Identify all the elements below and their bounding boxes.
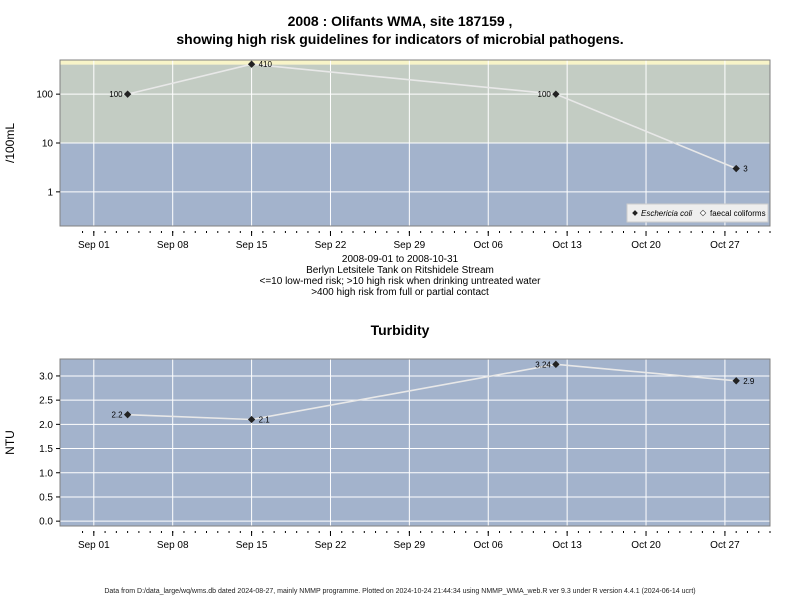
y-tick-label: 2.0: [39, 420, 53, 431]
data-label: 3: [743, 165, 748, 174]
data-label: 2.2: [111, 411, 123, 420]
data-label: 410: [259, 60, 273, 69]
series-line: [127, 363, 737, 421]
data-label: 100: [109, 90, 123, 99]
data-label: 3.24: [535, 360, 551, 369]
x-tick-label: Oct 06: [474, 540, 504, 551]
legend-faecal-label: faecal coliforms: [710, 209, 766, 218]
x-tick-label: Oct 13: [552, 240, 582, 251]
subtitle-site-name: Berlyn Letsitele Tank on Ritshidele Stre…: [306, 265, 494, 276]
subtitle-drinking-guideline: <=10 low-med risk; >10 high risk when dr…: [259, 276, 541, 287]
data-label: 2.1: [259, 416, 271, 425]
y-tick-label: 0.5: [39, 492, 53, 503]
x-tick-label: Sep 22: [315, 240, 347, 251]
x-tick-label: Oct 13: [552, 540, 582, 551]
x-tick-label: Sep 01: [78, 540, 110, 551]
x-tick-label: Oct 27: [710, 240, 740, 251]
microbial-chart: Sep 01 Sep 08 Sep 15 Sep 22 Sep 29 Oct 06 Oct …: [3, 59, 771, 251]
x-tick-label: Oct 20: [631, 540, 661, 551]
data-point: [247, 415, 256, 424]
x-tick-label: Oct 06: [474, 240, 504, 251]
x-tick-label: Sep 15: [236, 540, 268, 551]
data-point: [552, 360, 560, 369]
series-line: [127, 63, 737, 170]
footer-note: Data from D:/data_large/wq/wms.db dated …: [104, 588, 696, 595]
x-tick-label: Sep 22: [315, 540, 347, 551]
chart-title-line-2: showing high risk guidelines for indicat…: [176, 31, 624, 47]
legend-ecoli-label: Eschericia coli: [641, 209, 692, 218]
x-tick-label: Sep 29: [394, 240, 426, 251]
turbidity-chart-title: Turbidity: [370, 322, 430, 338]
data-point: [247, 60, 256, 68]
legend-faecal-marker: [699, 209, 707, 217]
subtitle-contact-guideline: >400 high risk from full or partial cont…: [311, 287, 489, 298]
subtitle-date-range: 2008-09-01 to 2008-10-31: [341, 254, 459, 265]
x-tick-label: Sep 29: [394, 540, 426, 551]
x-tick-label: Sep 08: [157, 240, 189, 251]
drinking-risk-band: [60, 64, 770, 143]
data-label: 2.9: [743, 377, 755, 386]
y-axis-label: /100mL: [3, 123, 17, 163]
data-point: [123, 90, 132, 98]
legend-ecoli-marker: [632, 210, 638, 216]
contact-risk-band: [60, 60, 770, 65]
plot-frame: [59, 358, 771, 527]
y-tick-label: 0.0: [39, 517, 53, 528]
x-tick-label: Sep 15: [236, 240, 268, 251]
y-tick-label: 1: [47, 187, 53, 198]
x-tick-label: Oct 20: [631, 240, 661, 251]
y-tick-label: 10: [42, 139, 54, 150]
data-point: [732, 164, 740, 173]
y-axis-label: NTU: [3, 430, 17, 455]
legend-box: [626, 203, 769, 223]
y-tick-label: 100: [36, 90, 53, 101]
data-point: [732, 377, 740, 385]
data-label: 100: [538, 90, 552, 99]
y-tick-label: 1.0: [39, 468, 53, 479]
x-tick-label: Oct 27: [710, 540, 740, 551]
chart-title-line-1: 2008 : Olifants WMA, site 187159 ,: [287, 13, 513, 29]
y-tick-label: 2.5: [39, 396, 53, 407]
plot-background: [60, 359, 770, 526]
x-tick-label: Sep 08: [157, 540, 189, 551]
y-tick-label: 3.0: [39, 371, 53, 382]
y-tick-label: 1.5: [39, 444, 53, 455]
x-tick-label: Sep 01: [78, 240, 110, 251]
